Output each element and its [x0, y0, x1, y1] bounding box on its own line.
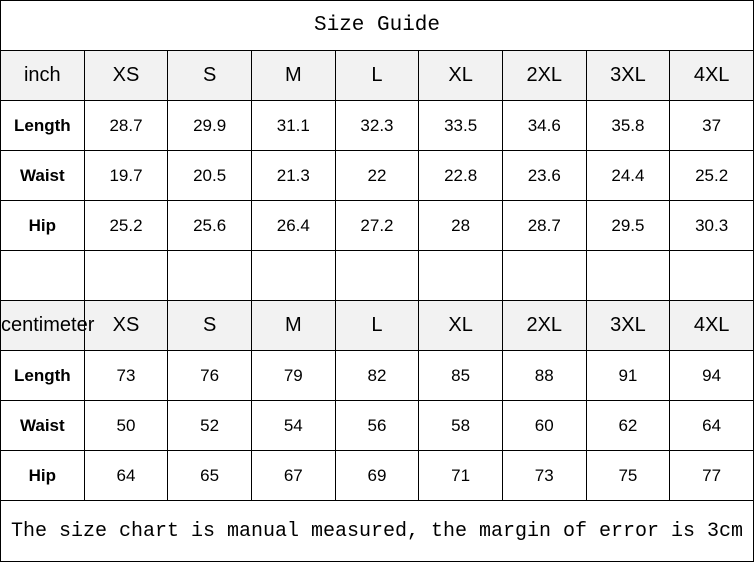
table-title: Size Guide: [0, 0, 754, 51]
measurement-cell: 30.3: [669, 200, 754, 251]
measurement-cell: 82: [334, 350, 420, 401]
measurement-cell: 28: [418, 200, 503, 251]
size-header-3XL: 3XL: [585, 300, 671, 351]
empty-cell: [167, 250, 252, 301]
measurement-cell: 52: [167, 400, 252, 451]
size-header-M: M: [250, 300, 336, 351]
measurement-cell: 50: [83, 400, 169, 451]
size-header-S: S: [167, 50, 252, 101]
measurement-cell: 31.1: [250, 100, 336, 151]
measurement-cell: 34.6: [501, 100, 587, 151]
measurement-cell: 71: [418, 450, 503, 501]
measurement-cell: 64: [669, 400, 754, 451]
table-row: Waist 50 52 54 56 58 60 62 64: [0, 400, 754, 451]
measurement-cell: 76: [167, 350, 252, 401]
empty-cell: [83, 250, 169, 301]
empty-cell: [334, 250, 420, 301]
table-row: Length 28.7 29.9 31.1 32.3 33.5 34.6 35.8 37: [0, 100, 754, 151]
measurement-cell: 88: [501, 350, 587, 401]
measurement-cell: 26.4: [250, 200, 336, 251]
measurement-cell: 28.7: [501, 200, 587, 251]
measurement-cell: 91: [585, 350, 671, 401]
empty-cell: [585, 250, 671, 301]
measurement-cell: 22: [334, 150, 420, 201]
measurement-cell: 73: [501, 450, 587, 501]
row-label: Length: [0, 100, 85, 151]
empty-cell: [250, 250, 336, 301]
measurement-cell: 54: [250, 400, 336, 451]
size-header-2XL: 2XL: [501, 300, 587, 351]
size-header-2XL: 2XL: [501, 50, 587, 101]
size-header-XL: XL: [418, 300, 503, 351]
measurement-cell: 24.4: [585, 150, 671, 201]
measurement-cell: 32.3: [334, 100, 420, 151]
table-row: Hip 64 65 67 69 71 73 75 77: [0, 450, 754, 501]
measurement-cell: 58: [418, 400, 503, 451]
measurement-cell: 67: [250, 450, 336, 501]
row-label: Waist: [0, 400, 85, 451]
row-label: Hip: [0, 450, 85, 501]
size-header-L: L: [334, 50, 420, 101]
measurement-cell: 79: [250, 350, 336, 401]
measurement-cell: 20.5: [167, 150, 252, 201]
row-label: Hip: [0, 200, 85, 251]
measurement-cell: 27.2: [334, 200, 420, 251]
measurement-cell: 94: [669, 350, 754, 401]
measurement-cell: 85: [418, 350, 503, 401]
measurement-cell: 25.6: [167, 200, 252, 251]
size-header-4XL: 4XL: [669, 300, 754, 351]
measurement-cell: 73: [83, 350, 169, 401]
empty-cell: [669, 250, 754, 301]
size-header-3XL: 3XL: [585, 50, 671, 101]
measurement-cell: 75: [585, 450, 671, 501]
measurement-cell: 37: [669, 100, 754, 151]
measurement-cell: 77: [669, 450, 754, 501]
size-header-XS: XS: [83, 50, 169, 101]
header-row-cm: centimeter XS S M L XL 2XL 3XL 4XL: [0, 300, 754, 351]
measurement-cell: 22.8: [418, 150, 503, 201]
footer-note: The size chart is manual measured, the m…: [0, 500, 754, 562]
size-header-XL: XL: [418, 50, 503, 101]
measurement-cell: 23.6: [501, 150, 587, 201]
measurement-cell: 69: [334, 450, 420, 501]
table-row: Length 73 76 79 82 85 88 91 94: [0, 350, 754, 401]
measurement-cell: 65: [167, 450, 252, 501]
measurement-cell: 21.3: [250, 150, 336, 201]
row-label: Waist: [0, 150, 85, 201]
measurement-cell: 60: [501, 400, 587, 451]
empty-cell: [0, 250, 85, 301]
measurement-cell: 56: [334, 400, 420, 451]
empty-cell: [501, 250, 587, 301]
size-header-XS: XS: [83, 300, 169, 351]
unit-header: inch: [0, 50, 85, 101]
measurement-cell: 35.8: [585, 100, 671, 151]
measurement-cell: 29.5: [585, 200, 671, 251]
table-row: Hip 25.2 25.6 26.4 27.2 28 28.7 29.5 30.3: [0, 200, 754, 251]
header-row-inch: inch XS S M L XL 2XL 3XL 4XL: [0, 50, 754, 101]
spacer-row: [0, 250, 754, 301]
size-header-S: S: [167, 300, 252, 351]
measurement-cell: 28.7: [83, 100, 169, 151]
measurement-cell: 64: [83, 450, 169, 501]
size-header-L: L: [334, 300, 420, 351]
row-label: Length: [0, 350, 85, 401]
measurement-cell: 19.7: [83, 150, 169, 201]
measurement-cell: 25.2: [83, 200, 169, 251]
measurement-cell: 29.9: [167, 100, 252, 151]
empty-cell: [418, 250, 503, 301]
size-header-M: M: [250, 50, 336, 101]
unit-header: centimeter: [0, 300, 94, 351]
measurement-cell: 25.2: [669, 150, 754, 201]
table-row: Waist 19.7 20.5 21.3 22 22.8 23.6 24.4 25.2: [0, 150, 754, 201]
measurement-cell: 33.5: [418, 100, 503, 151]
measurement-cell: 62: [585, 400, 671, 451]
size-header-4XL: 4XL: [669, 50, 754, 101]
